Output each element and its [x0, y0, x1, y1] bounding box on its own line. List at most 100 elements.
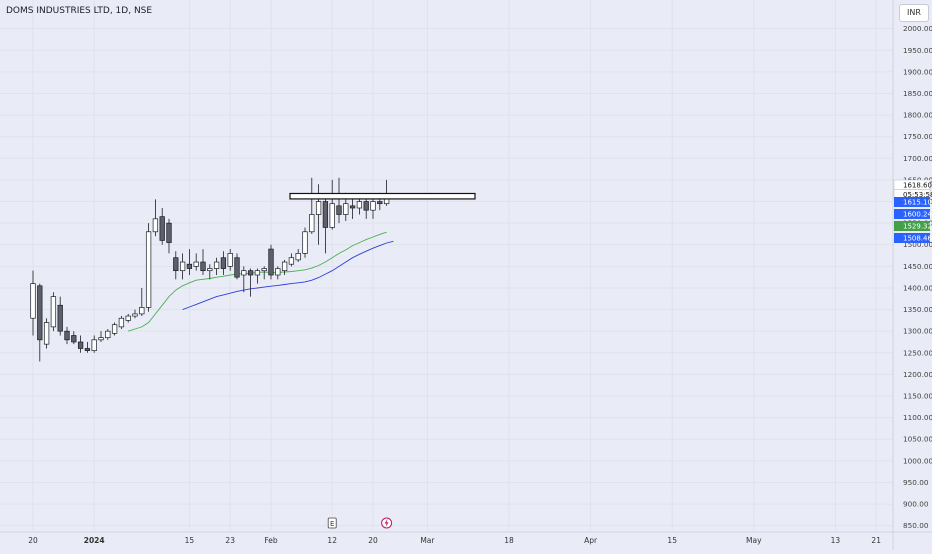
y-tick-label: 1500.00: [903, 240, 932, 249]
candle-down[interactable]: [322, 201, 329, 228]
x-tick-label: 18: [504, 536, 514, 545]
candle-up[interactable]: [329, 203, 335, 228]
candle-up[interactable]: [91, 339, 97, 351]
price-label-blue: [894, 197, 930, 207]
candle-down[interactable]: [71, 335, 77, 343]
candle-down[interactable]: [377, 201, 383, 205]
price-label-text: 1618.60: [903, 182, 932, 190]
earnings-label: E: [330, 520, 334, 528]
candle-up[interactable]: [179, 261, 186, 272]
candle-up[interactable]: [118, 317, 125, 328]
currency-button[interactable]: INR: [899, 4, 929, 22]
symbol-title: DOMS INDUSTRIES LTD, 1D, NSE: [6, 6, 153, 16]
candle-down[interactable]: [363, 201, 369, 211]
x-tick-label: Feb: [264, 536, 278, 545]
candle-up[interactable]: [227, 253, 233, 267]
candle-down[interactable]: [166, 222, 172, 243]
candle-up[interactable]: [281, 261, 288, 272]
candle-up[interactable]: [193, 261, 199, 267]
price-label-text: 1615.10: [903, 199, 932, 207]
y-tick-label: 1150.00: [903, 392, 932, 401]
x-tick-label: 21: [871, 536, 881, 545]
y-tick-label: 1850.00: [903, 89, 932, 98]
y-tick-label: 1100.00: [903, 413, 932, 422]
candle-up[interactable]: [315, 201, 322, 215]
price-label-text: 05:53:58: [903, 191, 932, 199]
y-tick-label: 1050.00: [903, 435, 932, 444]
earnings-marker[interactable]: [327, 517, 337, 529]
candle-down[interactable]: [220, 257, 227, 269]
candle-up[interactable]: [139, 307, 145, 315]
candle-up[interactable]: [254, 270, 261, 276]
x-tick-label: 23: [225, 536, 235, 545]
candle-up[interactable]: [295, 253, 301, 261]
candle-down[interactable]: [234, 257, 240, 278]
y-tick-label: 1800.00: [903, 111, 932, 120]
x-tick-label: 15: [667, 536, 677, 545]
candle-up[interactable]: [356, 201, 363, 209]
x-tick-label: 20: [28, 536, 38, 545]
lightning-icon: [384, 518, 389, 528]
y-tick-label: 950.00: [903, 478, 929, 487]
candle-down[interactable]: [247, 270, 254, 276]
candle-down[interactable]: [268, 248, 274, 276]
x-tick-label: May: [746, 536, 762, 545]
candle-up[interactable]: [132, 313, 138, 317]
y-tick-label: 2000.00: [903, 24, 932, 33]
y-tick-label: 1200.00: [903, 370, 932, 379]
candle-up[interactable]: [309, 214, 315, 233]
y-tick-label: 1900.00: [903, 67, 932, 76]
candle-up[interactable]: [302, 231, 308, 254]
x-tick-label: 13: [831, 536, 841, 545]
candle-up[interactable]: [98, 337, 104, 341]
candle-up[interactable]: [50, 296, 57, 328]
candle-down[interactable]: [336, 205, 342, 215]
price-label-green: [894, 221, 930, 231]
candle-down[interactable]: [200, 261, 206, 272]
candle-up[interactable]: [213, 261, 220, 269]
candle-up[interactable]: [261, 268, 267, 272]
x-tick-label: 2024: [84, 536, 105, 545]
candle-up[interactable]: [241, 270, 247, 276]
x-tick-label: Mar: [420, 536, 435, 545]
candle-down[interactable]: [159, 216, 165, 241]
candle-up[interactable]: [105, 330, 111, 339]
x-tick-label: 12: [327, 536, 337, 545]
candle-up[interactable]: [275, 268, 281, 276]
y-tick-label: 1000.00: [903, 456, 932, 465]
candle-down[interactable]: [37, 285, 43, 341]
candle-up[interactable]: [145, 231, 152, 308]
candle-up[interactable]: [370, 201, 376, 211]
candle-down[interactable]: [173, 257, 179, 272]
y-tick-label: 1350.00: [903, 305, 932, 314]
candle-down[interactable]: [186, 263, 193, 269]
drawn-rectangle[interactable]: [289, 192, 476, 200]
y-tick-label: 1400.00: [903, 283, 932, 292]
price-label-text: 1508.46: [903, 235, 932, 243]
candle-down[interactable]: [57, 304, 63, 332]
ema-line-blue: [182, 240, 394, 311]
candle-up[interactable]: [125, 315, 131, 321]
price-label-text: 1600.24: [903, 211, 932, 219]
candle-down[interactable]: [77, 341, 84, 349]
candle-up[interactable]: [152, 218, 159, 233]
candle-up[interactable]: [30, 283, 36, 319]
x-tick-label: 20: [368, 536, 378, 545]
y-tick-label: 1300.00: [903, 327, 932, 336]
price-label-blue: [894, 233, 930, 243]
y-tick-label: 1450.00: [903, 262, 932, 271]
candle-down[interactable]: [64, 330, 70, 341]
candle-up[interactable]: [343, 203, 349, 215]
candle-up[interactable]: [111, 324, 118, 334]
candle-up[interactable]: [43, 322, 50, 345]
y-tick-label: 900.00: [903, 500, 929, 509]
candle-up[interactable]: [288, 257, 295, 265]
y-tick-label: 1750.00: [903, 132, 932, 141]
y-tick-label: 1700.00: [903, 154, 932, 163]
x-tick-label: Apr: [584, 536, 598, 545]
candle-up[interactable]: [207, 268, 213, 272]
candle-down[interactable]: [349, 205, 356, 209]
candle-down[interactable]: [84, 348, 91, 351]
